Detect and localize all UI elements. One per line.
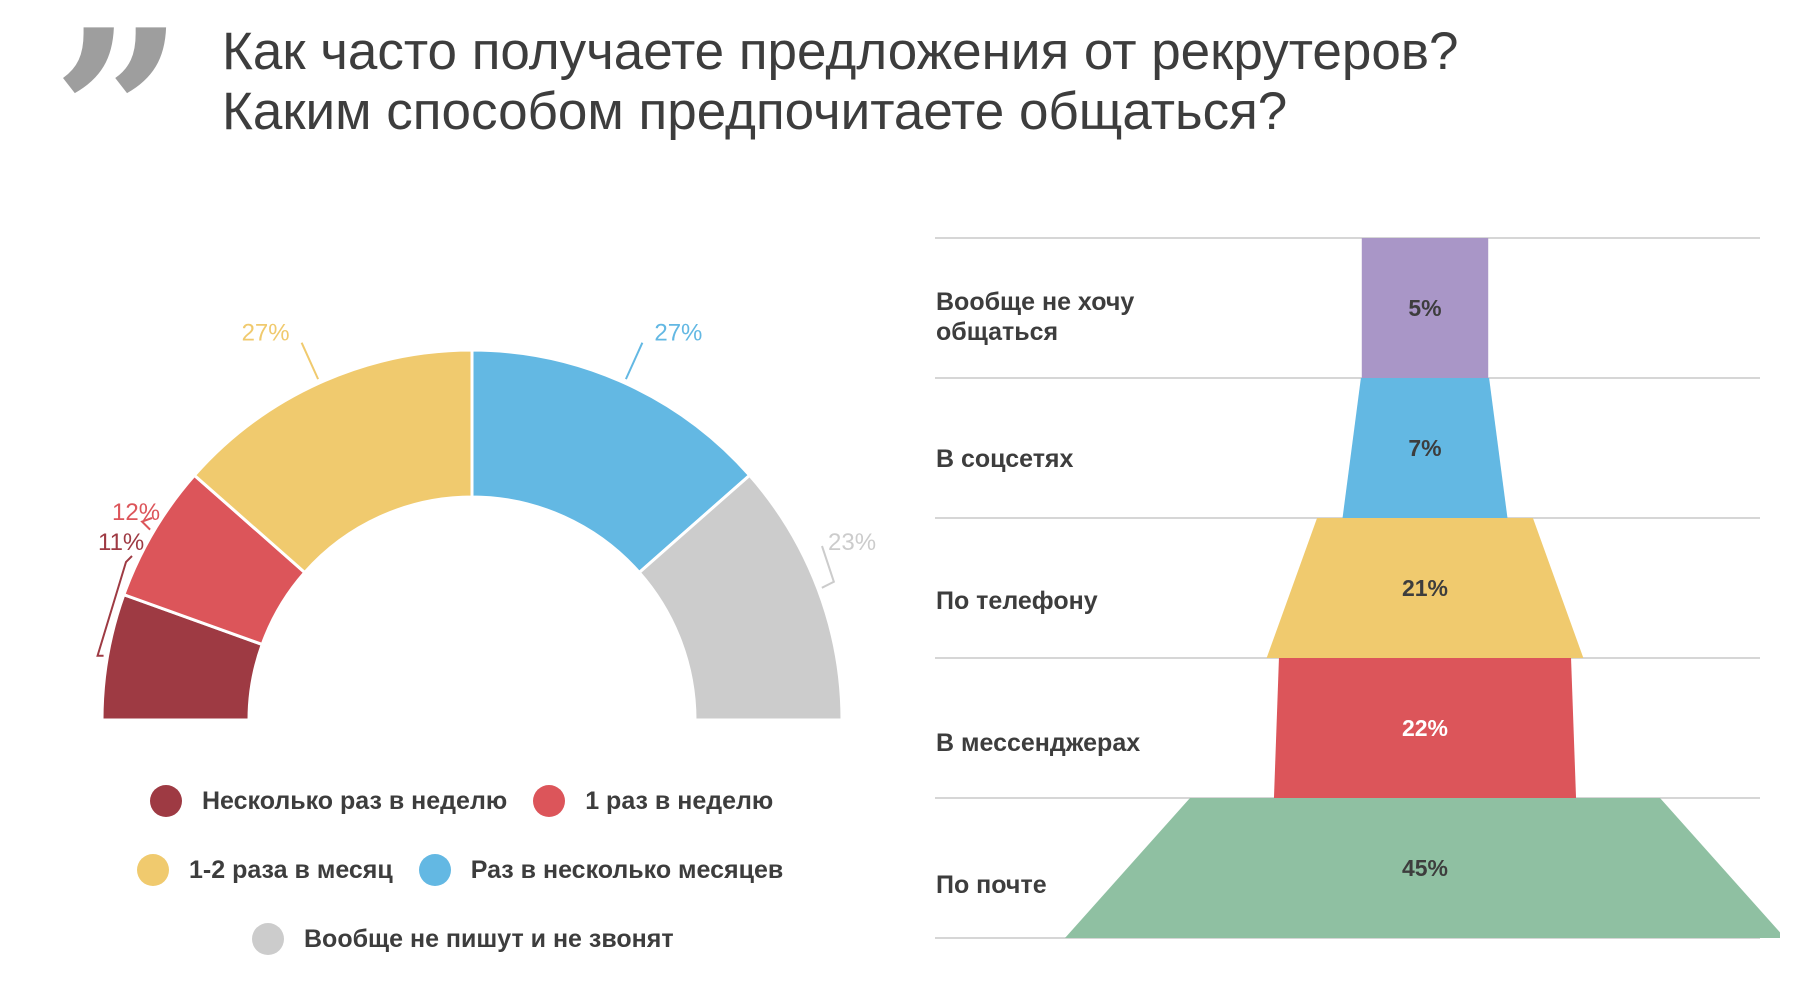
funnel-data-label: 21% xyxy=(1402,575,1448,601)
funnel-data-label: 7% xyxy=(1408,435,1441,461)
funnel-chart: 5% 7% 21% 22% 45% xyxy=(935,237,1780,939)
legend-label: 1-2 раза в месяц xyxy=(189,855,393,884)
title-line-1: Как часто получаете предложения от рекру… xyxy=(222,22,1459,81)
legend-label: Вообще не пишут и не звонят xyxy=(304,924,674,953)
donut-leader-line xyxy=(96,555,133,657)
legend-item: 1-2 раза в месяц xyxy=(137,854,393,886)
legend-swatch xyxy=(137,854,169,886)
legend-row-1: Несколько раз в неделю 1 раз в неделю xyxy=(150,785,773,817)
funnel-segment xyxy=(1273,658,1577,798)
legend-label: Несколько раз в неделю xyxy=(202,786,508,815)
funnel-label-3: В мессенджерах xyxy=(936,729,1141,757)
funnel-segment xyxy=(1065,798,1780,938)
funnel-label-0: Вообще не хочу общаться xyxy=(936,288,1135,346)
legend-item: 1 раз в неделю xyxy=(533,785,773,817)
donut-data-label: 11% xyxy=(98,529,144,556)
funnel-data-label: 5% xyxy=(1408,295,1441,321)
legend-swatch xyxy=(150,785,182,817)
donut-data-label: 12% xyxy=(112,499,160,526)
funnel-segment xyxy=(1342,378,1508,518)
legend-label: 1 раз в неделю xyxy=(585,786,774,815)
title-line-2: Каким способом предпочитаете общаться? xyxy=(222,82,1288,141)
donut-leader-line xyxy=(300,342,320,380)
donut-slice xyxy=(637,473,844,722)
donut-data-label: 27% xyxy=(242,320,290,347)
funnel-data-label: 45% xyxy=(1402,855,1448,881)
legend-row-3: Вообще не пишут и не звонят xyxy=(252,923,674,955)
donut-leader-line xyxy=(821,545,836,589)
funnel-segment xyxy=(1266,518,1584,658)
donut-data-label: 27% xyxy=(654,320,702,347)
legend-item: Вообще не пишут и не звонят xyxy=(252,923,674,955)
donut-data-label: 23% xyxy=(828,529,876,556)
funnel-data-label: 22% xyxy=(1402,715,1448,741)
half-donut-chart: 11% 12% 27% 27% 23% xyxy=(96,320,876,722)
funnel-label-2: По телефону xyxy=(936,587,1098,615)
donut-leader-line xyxy=(140,517,153,531)
legend-swatch xyxy=(252,923,284,955)
page-title: Как часто получаете предложения от рекру… xyxy=(222,22,1458,142)
donut-leader-line xyxy=(624,342,644,380)
quote-icon: ” xyxy=(52,0,184,250)
legend-item: Раз в несколько месяцев xyxy=(418,854,784,886)
legend-swatch xyxy=(533,785,566,817)
legend-swatch xyxy=(418,854,451,886)
funnel-label-1: В соцсетях xyxy=(936,445,1074,473)
legend-label: Раз в несколько месяцев xyxy=(470,855,784,884)
legend-row-2: 1-2 раза в месяц Раз в несколько месяцев xyxy=(137,854,783,886)
funnel-label-4: По почте xyxy=(936,871,1047,899)
funnel-segment xyxy=(1361,238,1489,378)
legend-item: Несколько раз в неделю xyxy=(150,785,507,817)
